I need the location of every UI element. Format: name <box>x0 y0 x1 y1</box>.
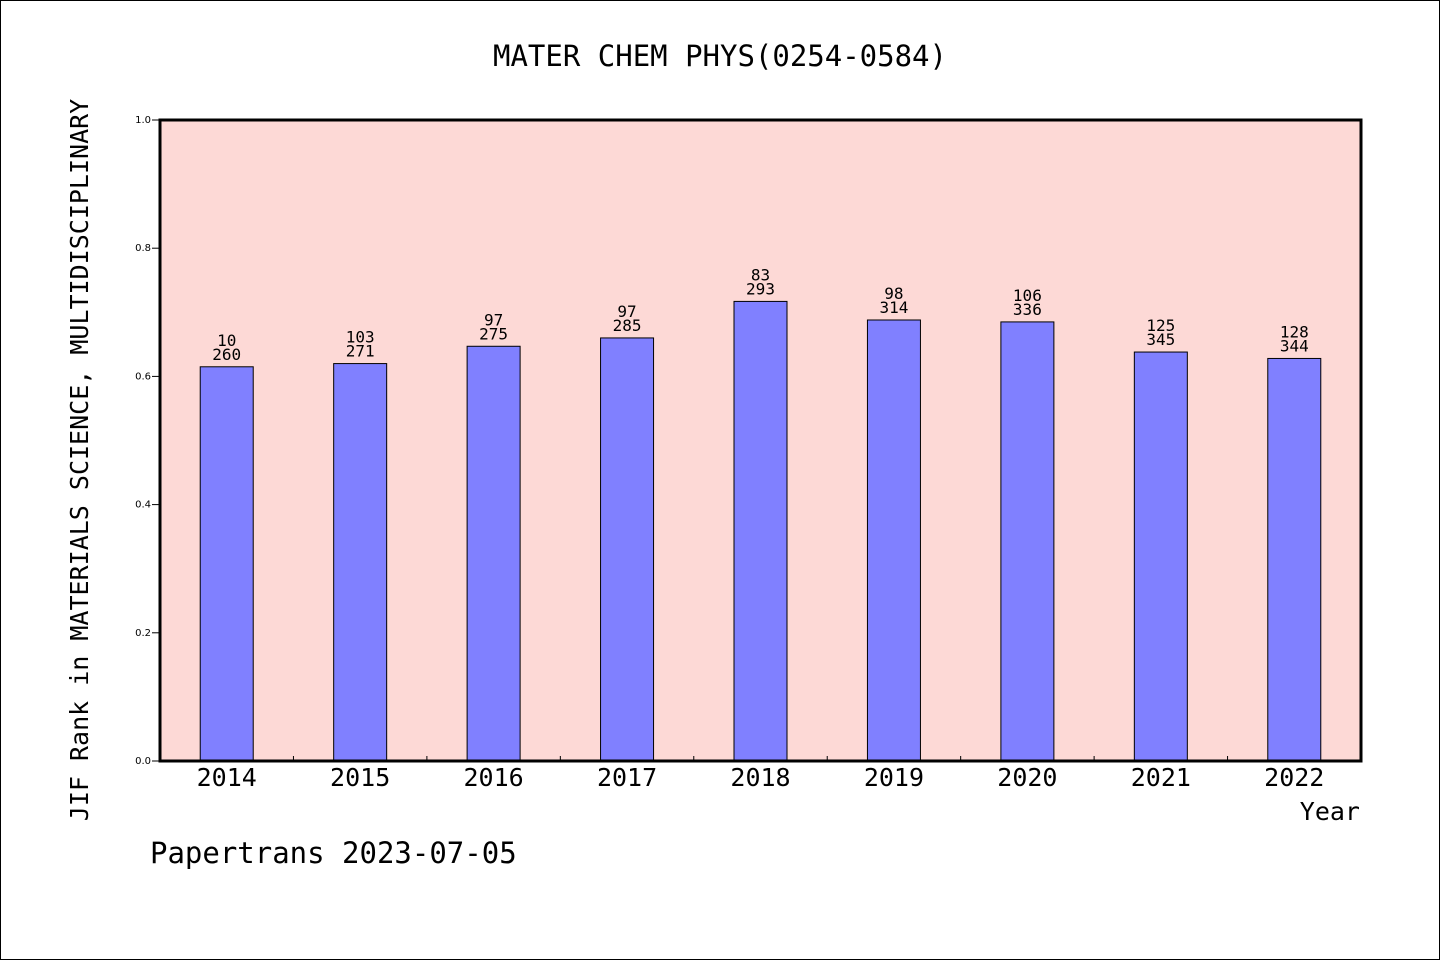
x-tick-label: 2014 <box>197 763 257 792</box>
bar-label-top: 98 <box>884 284 903 303</box>
bar-2018 <box>733 300 788 762</box>
x-axis-tick-labels: 2014 2015 2016 2017 2018 2019 2020 2021 2022 <box>197 763 1325 792</box>
y-tick-label: 0.8 <box>135 243 151 254</box>
x-tick-label: 2018 <box>730 763 790 792</box>
x-tick-label: 2022 <box>1264 763 1324 792</box>
x-tick-label: 2019 <box>864 763 924 792</box>
bar-label-bottom: 345 <box>1146 330 1175 349</box>
bar-2014 <box>199 366 254 762</box>
bar-2019 <box>866 319 921 762</box>
x-tick-label: 2016 <box>464 763 524 792</box>
chart-title: MATER CHEM PHYS(0254-0584) <box>493 39 947 73</box>
bar-label-bottom: 314 <box>879 298 908 317</box>
bar-2022 <box>1267 357 1322 762</box>
bar-label-top: 83 <box>751 265 770 284</box>
y-tick-label: 1.0 <box>135 115 151 126</box>
bar-label-bottom: 293 <box>746 279 775 298</box>
bar-2020 <box>1000 321 1055 762</box>
y-tick-label: 0.4 <box>135 500 151 511</box>
footer-text: Papertrans 2023-07-05 <box>150 836 517 870</box>
bar-label-top: 106 <box>1013 286 1042 305</box>
y-axis-label: JIF Rank in MATERIALS SCIENCE, MULTIDISC… <box>65 99 94 821</box>
x-tick-label: 2021 <box>1131 763 1191 792</box>
bar-2021 <box>1133 351 1188 762</box>
bar-label-bottom: 285 <box>613 316 642 335</box>
bar-label-top: 128 <box>1280 322 1309 341</box>
bar-2015 <box>333 363 388 762</box>
y-tick-label: 0.6 <box>135 371 151 382</box>
bar-label-bottom: 275 <box>479 324 508 343</box>
x-tick-label: 2020 <box>997 763 1057 792</box>
y-axis-ticks: 0.0 0.2 0.4 0.6 0.8 1.0 <box>135 115 160 767</box>
y-tick-label: 0.0 <box>135 756 151 767</box>
bar-label-bottom: 344 <box>1280 336 1309 355</box>
bar-label-bottom: 260 <box>212 345 241 364</box>
y-tick-label: 0.2 <box>135 628 151 639</box>
bar-2016 <box>466 345 521 762</box>
bar-label-top: 97 <box>617 302 636 321</box>
bar-label-top: 125 <box>1146 316 1175 335</box>
bar-label-top: 10 <box>217 331 236 350</box>
plot-border <box>158 118 1363 763</box>
bar-2017 <box>600 337 655 762</box>
x-tick-label: 2017 <box>597 763 657 792</box>
bar-label-bottom: 336 <box>1013 300 1042 319</box>
bar-label-bottom: 271 <box>346 342 375 361</box>
x-tick-label: 2015 <box>330 763 390 792</box>
bar-label-top: 103 <box>346 328 375 347</box>
bar-label-top: 97 <box>484 310 503 329</box>
x-axis-label: Year <box>1300 797 1360 826</box>
